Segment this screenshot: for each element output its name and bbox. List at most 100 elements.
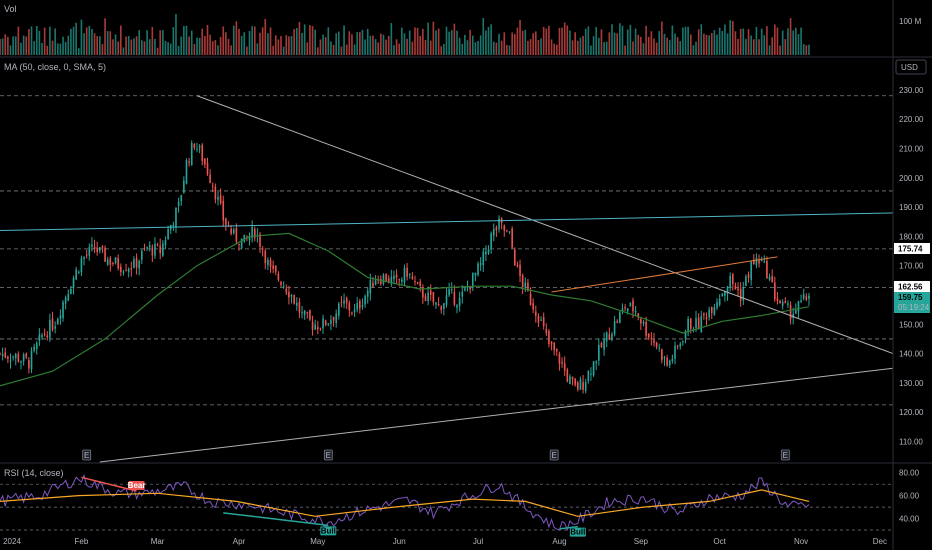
candle[interactable] xyxy=(534,311,537,316)
candle[interactable] xyxy=(529,293,532,305)
candle[interactable] xyxy=(25,353,28,358)
candle[interactable] xyxy=(582,382,584,390)
candle[interactable] xyxy=(219,195,222,204)
candle[interactable] xyxy=(584,382,587,392)
candle[interactable] xyxy=(301,312,303,314)
candle[interactable] xyxy=(776,297,779,301)
candle[interactable] xyxy=(267,259,269,265)
candle[interactable] xyxy=(422,287,424,298)
rsi-line[interactable] xyxy=(0,473,810,532)
candle[interactable] xyxy=(600,343,603,348)
earnings-marker[interactable]: E xyxy=(323,449,333,461)
candle[interactable] xyxy=(369,279,372,294)
candle[interactable] xyxy=(127,268,130,273)
trendline-gray-lower[interactable] xyxy=(99,367,894,463)
candle[interactable] xyxy=(327,323,330,325)
candle[interactable] xyxy=(324,320,327,326)
candle[interactable] xyxy=(532,303,534,310)
candle[interactable] xyxy=(225,218,227,225)
candle[interactable] xyxy=(448,288,450,296)
candle[interactable] xyxy=(120,266,122,273)
candle[interactable] xyxy=(185,160,188,184)
candle[interactable] xyxy=(432,292,435,303)
candle[interactable] xyxy=(122,271,125,273)
candle[interactable] xyxy=(524,282,527,288)
candle[interactable] xyxy=(661,349,663,361)
candle[interactable] xyxy=(437,303,440,305)
candle[interactable] xyxy=(613,321,616,335)
candle[interactable] xyxy=(403,267,406,283)
candle[interactable] xyxy=(450,289,453,291)
candle[interactable] xyxy=(571,376,574,380)
candle[interactable] xyxy=(653,340,655,344)
earnings-marker[interactable]: E xyxy=(549,449,559,461)
candle[interactable] xyxy=(322,318,324,329)
candle[interactable] xyxy=(729,276,731,288)
candle[interactable] xyxy=(755,258,758,266)
candle[interactable] xyxy=(771,276,773,283)
candle[interactable] xyxy=(598,344,600,361)
candle[interactable] xyxy=(12,356,14,358)
candle[interactable] xyxy=(314,324,316,330)
candle[interactable] xyxy=(46,335,49,338)
candle[interactable] xyxy=(264,250,267,264)
candle[interactable] xyxy=(109,258,112,265)
candle[interactable] xyxy=(697,317,700,330)
candle[interactable] xyxy=(626,308,629,312)
divergence-tag-bear[interactable]: Bear xyxy=(128,481,146,491)
candle[interactable] xyxy=(789,304,792,320)
candle[interactable] xyxy=(319,328,322,330)
candle[interactable] xyxy=(172,224,175,226)
ma-indicator-label[interactable]: MA (50, close, 0, SMA, 5) xyxy=(4,62,106,72)
candle[interactable] xyxy=(177,201,180,206)
candle[interactable] xyxy=(385,274,387,281)
candle[interactable] xyxy=(277,273,280,280)
candle[interactable] xyxy=(130,268,133,270)
candle[interactable] xyxy=(787,303,789,305)
candle[interactable] xyxy=(359,300,361,309)
candle[interactable] xyxy=(9,360,12,362)
candle[interactable] xyxy=(261,248,264,250)
candle[interactable] xyxy=(682,341,684,343)
candle[interactable] xyxy=(348,302,351,311)
candle[interactable] xyxy=(306,312,309,314)
candle[interactable] xyxy=(668,360,671,366)
candle[interactable] xyxy=(440,306,443,311)
candle[interactable] xyxy=(54,326,56,329)
candle[interactable] xyxy=(721,293,724,297)
candle[interactable] xyxy=(713,307,716,315)
candle[interactable] xyxy=(141,250,143,260)
candle[interactable] xyxy=(605,332,608,342)
candle[interactable] xyxy=(406,267,408,277)
candle[interactable] xyxy=(269,259,272,267)
candle[interactable] xyxy=(650,338,653,340)
candle[interactable] xyxy=(784,301,787,304)
candle[interactable] xyxy=(143,248,146,250)
candle[interactable] xyxy=(20,361,22,363)
candle[interactable] xyxy=(41,335,43,338)
candle[interactable] xyxy=(443,303,445,309)
candle[interactable] xyxy=(429,290,432,295)
candle[interactable] xyxy=(742,287,745,301)
candle[interactable] xyxy=(760,260,763,262)
earnings-marker[interactable]: E xyxy=(780,449,790,461)
candle[interactable] xyxy=(93,246,96,249)
candle[interactable] xyxy=(718,298,721,305)
candle[interactable] xyxy=(621,308,624,312)
candle[interactable] xyxy=(64,297,67,304)
candle[interactable] xyxy=(684,330,687,339)
candle[interactable] xyxy=(335,313,338,323)
candle[interactable] xyxy=(527,282,529,292)
candle[interactable] xyxy=(579,379,582,390)
candle[interactable] xyxy=(7,356,9,359)
candle[interactable] xyxy=(4,352,7,358)
candle[interactable] xyxy=(519,264,521,277)
candle[interactable] xyxy=(629,302,632,307)
candle[interactable] xyxy=(0,353,1,355)
candle[interactable] xyxy=(763,261,766,263)
candle[interactable] xyxy=(180,195,183,202)
candle[interactable] xyxy=(563,363,566,371)
candle[interactable] xyxy=(705,317,708,320)
candle[interactable] xyxy=(135,257,138,268)
candle[interactable] xyxy=(647,333,650,338)
